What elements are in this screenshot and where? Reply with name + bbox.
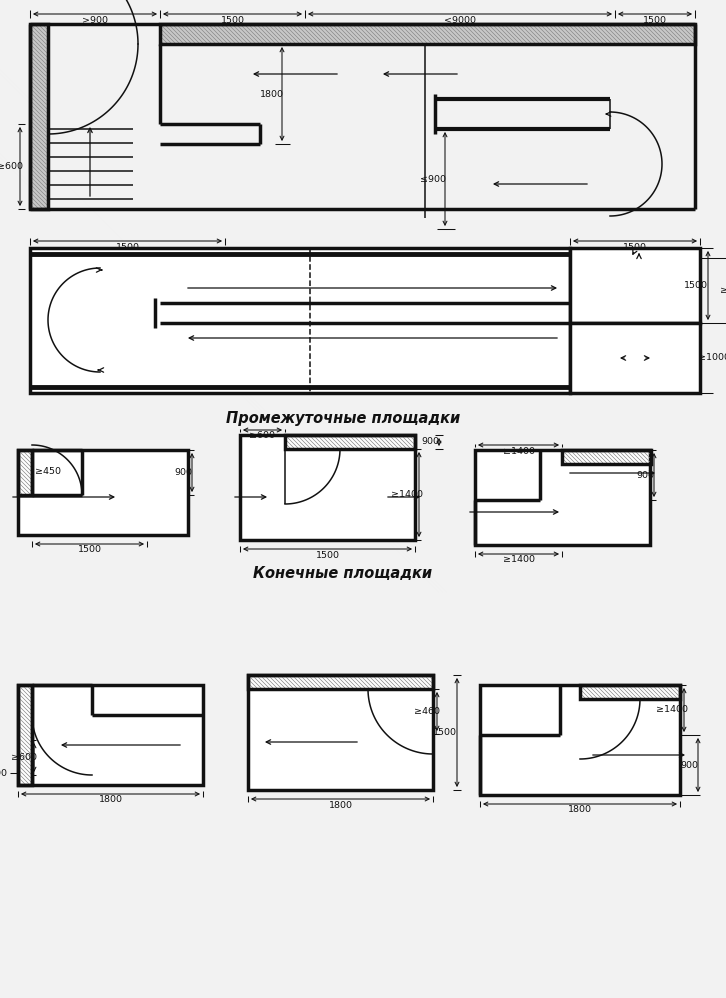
Text: 1500: 1500 [684,281,708,290]
Bar [248,675,433,689]
Text: ≥1400: ≥1400 [502,556,534,565]
Bar [248,675,433,790]
Bar [248,675,433,689]
Bar [570,248,700,323]
Text: 900: 900 [636,470,654,479]
Text: 1500: 1500 [623,243,647,251]
Text: ≥460: ≥460 [414,707,440,716]
Text: 1500: 1500 [78,546,102,555]
Text: 1500: 1500 [221,16,245,25]
Bar [18,450,32,495]
Text: ≥600: ≥600 [250,431,275,440]
Text: 900: 900 [421,437,439,446]
Text: 1500: 1500 [643,16,667,25]
Bar [18,685,203,785]
Bar [480,685,680,795]
Bar [30,248,570,393]
Text: ≥1000: ≥1000 [698,353,726,362]
Bar [562,450,651,464]
Bar [18,450,188,535]
Text: ≥450: ≥450 [35,467,61,476]
Text: ≥1400: ≥1400 [502,446,534,455]
Text: 1500: 1500 [316,551,340,560]
Bar [580,685,680,699]
Text: 1500: 1500 [115,243,139,251]
Bar [30,24,48,209]
Text: Конечные площадки: Конечные площадки [253,566,433,581]
Bar [580,685,680,699]
Text: ≥1400: ≥1400 [656,706,688,715]
Text: Промежуточные площадки: Промежуточные площадки [226,410,460,425]
Bar [18,685,32,785]
Bar [562,450,651,464]
Bar [30,24,48,209]
Bar [160,24,695,44]
Bar [160,24,695,44]
Text: ≤900: ≤900 [420,175,446,184]
Bar [285,435,415,449]
Text: 900: 900 [680,760,698,769]
Bar [570,323,700,393]
Text: 1800: 1800 [328,800,353,809]
Text: 900: 900 [174,468,192,477]
Text: 1500: 1500 [433,728,457,737]
Text: 1800: 1800 [260,90,284,99]
Text: 1800: 1800 [568,805,592,814]
Text: 1800: 1800 [99,795,123,804]
Text: <9000: <9000 [444,16,476,25]
Bar [240,435,415,540]
Text: ≥600: ≥600 [0,162,23,171]
Bar [285,435,415,449]
Text: >900: >900 [82,16,108,25]
Text: 100: 100 [0,768,8,777]
Text: ≥1000: ≥1000 [720,286,726,295]
Text: ≥600: ≥600 [11,753,37,762]
Bar [18,450,32,495]
Bar [475,450,650,545]
Bar [18,685,32,785]
Text: ≥1400: ≥1400 [391,490,423,499]
